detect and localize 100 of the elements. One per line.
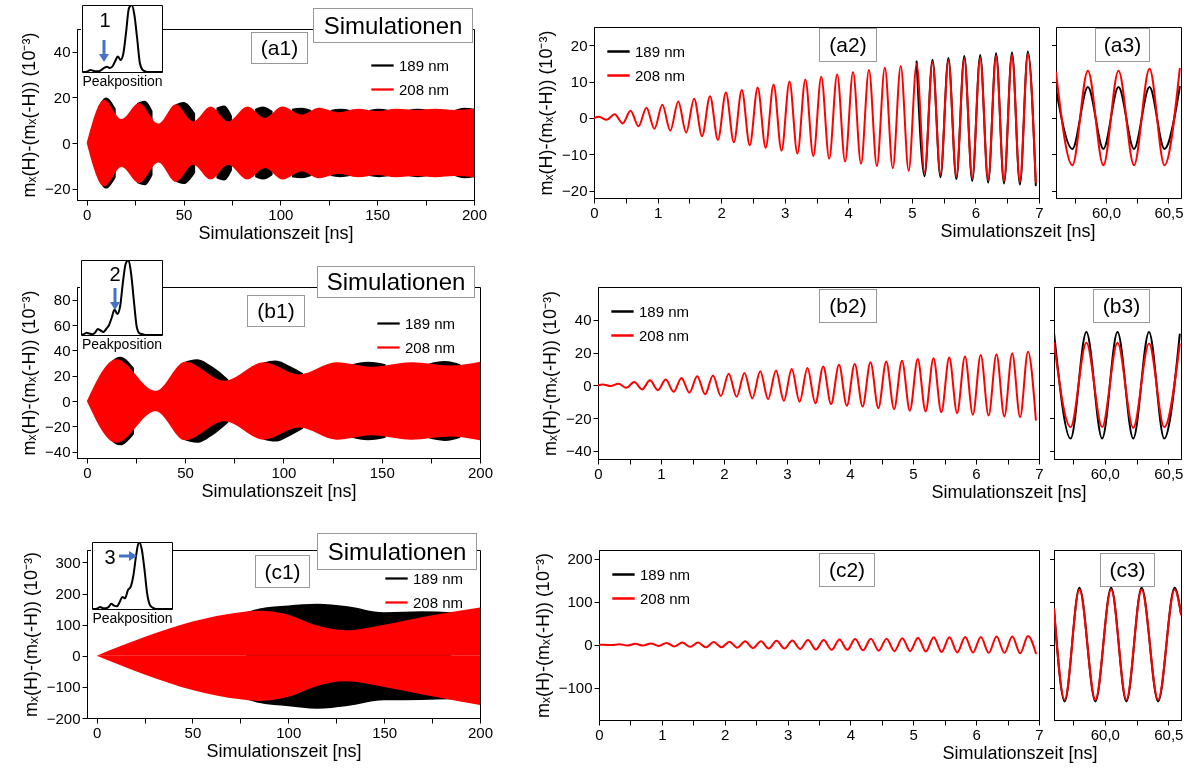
y-tick-label: −10 <box>562 145 588 163</box>
y-tick-label: 200 <box>55 585 81 603</box>
x-tick-label: 3 <box>783 464 792 482</box>
legend-label: 189 nm <box>639 302 690 320</box>
legend-label: 208 nm <box>399 80 450 98</box>
x-axis-title: Simulationszeit [ns] <box>931 481 1087 502</box>
x-tick-label: 1 <box>658 725 667 743</box>
x-axis-title: Simulationszeit [ns] <box>198 222 354 243</box>
x-tick-label: 2 <box>721 725 730 743</box>
x-tick-label: 50 <box>184 723 202 741</box>
legend-label: 208 nm <box>640 589 691 607</box>
y-tick-label: 60 <box>53 316 71 334</box>
x-tick-label: 100 <box>276 723 302 741</box>
x-tick-label: 60,0 <box>1090 725 1120 743</box>
x-tick-label: 5 <box>908 203 917 221</box>
annotation: 3 <box>103 545 117 569</box>
x-tick-label: 100 <box>271 463 297 481</box>
x-tick-label: 6 <box>971 203 981 221</box>
y-tick-label: 40 <box>53 43 71 61</box>
legend-label: 189 nm <box>399 56 450 74</box>
y-tick-label: 200 <box>567 550 593 568</box>
legend-label: 189 nm <box>635 42 686 60</box>
y-tick-label: −20 <box>45 180 71 198</box>
y-tick-label: 20 <box>53 367 71 385</box>
x-tick-label: 7 <box>1035 464 1044 482</box>
x-tick-label: 60,5 <box>1154 464 1184 482</box>
y-tick-label: 100 <box>567 593 593 611</box>
y-tick-label: −20 <box>566 409 592 427</box>
x-tick-label: 200 <box>467 723 494 741</box>
annotation: Simulationen <box>317 266 475 298</box>
x-axis-title: Simulationszeit [ns] <box>940 220 1096 241</box>
x-tick-label: 3 <box>781 203 790 221</box>
x-tick-label: 2 <box>720 464 729 482</box>
legend-label: 189 nm <box>405 314 456 332</box>
annotation: (c3) <box>1100 553 1155 587</box>
y-tick-label: 0 <box>579 109 588 127</box>
x-axis-title: Simulationszeit [ns] <box>201 480 357 501</box>
y-axis-title: mₓ(H)-(mₓ(-H)) (10⁻³) <box>19 290 40 456</box>
annotation: (b2) <box>819 289 877 323</box>
x-tick-label: 4 <box>846 464 855 482</box>
annotation: 2 <box>108 262 122 286</box>
annotation: Simulationen <box>313 8 473 43</box>
y-tick-label: 40 <box>574 311 592 329</box>
x-tick-label: 150 <box>372 723 398 741</box>
y-tick-label: 0 <box>62 392 71 410</box>
x-tick-label: 0 <box>83 463 92 481</box>
y-tick-label: −100 <box>46 678 81 696</box>
annotation: (a3) <box>1095 28 1150 62</box>
x-tick-label: 50 <box>175 205 193 223</box>
y-tick-label: −20 <box>562 182 588 200</box>
annotation: (a2) <box>819 28 877 62</box>
y-tick-label: −200 <box>46 709 81 727</box>
y-tick-label: 10 <box>570 73 588 91</box>
x-axis-title: Simulationszeit [ns] <box>942 742 1098 763</box>
x-axis-title: Peakposition <box>92 609 173 626</box>
y-tick-label: 0 <box>584 636 593 654</box>
y-tick-label: 300 <box>55 553 81 571</box>
y-axis-title: mₓ(H)-(mₓ(-H)) (10⁻³) <box>19 32 40 198</box>
y-tick-label: 0 <box>62 134 71 152</box>
legend-label: 208 nm <box>639 326 690 344</box>
legend-label: 208 nm <box>635 66 686 84</box>
annotation: (a1) <box>251 32 308 64</box>
y-axis-title: mₓ(H)-(mₓ(-H)) (10⁻³) <box>532 553 553 718</box>
legend-label: 208 nm <box>413 593 464 611</box>
x-tick-label: 0 <box>83 205 92 223</box>
x-tick-label: 50 <box>177 463 194 481</box>
annotation: (b1) <box>247 295 305 327</box>
x-tick-label: 0 <box>92 723 102 741</box>
y-tick-label: 100 <box>55 616 81 634</box>
x-tick-label: 100 <box>268 205 294 223</box>
x-tick-label: 1 <box>657 464 666 482</box>
x-tick-label: 60,5 <box>1154 203 1184 221</box>
y-tick-label: −20 <box>45 417 71 435</box>
annotation: 1 <box>98 8 112 32</box>
y-axis-title: mₓ(H)-(mₓ(-H)) (10⁻³) <box>20 552 41 717</box>
x-tick-label: 5 <box>909 725 918 743</box>
y-tick-label: −40 <box>45 443 71 461</box>
x-tick-label: 3 <box>783 725 793 743</box>
y-tick-label: 80 <box>53 291 71 309</box>
x-tick-label: 1 <box>653 203 663 221</box>
x-tick-label: 4 <box>844 203 853 221</box>
annotation: (c2) <box>819 553 875 587</box>
x-tick-label: 4 <box>846 725 856 743</box>
annotation: Simulationen <box>317 533 477 570</box>
y-tick-label: 40 <box>53 341 71 359</box>
x-tick-label: 200 <box>467 463 494 481</box>
x-tick-label: 150 <box>365 205 391 223</box>
y-tick-label: 20 <box>570 36 588 54</box>
y-axis-title: mₓ(H)-(mₓ(-H)) (10⁻³) <box>536 30 557 196</box>
x-tick-label: 7 <box>1035 725 1044 743</box>
legend-label: 189 nm <box>640 565 691 583</box>
y-tick-label: −40 <box>566 442 592 460</box>
x-tick-label: 6 <box>972 725 981 743</box>
x-tick-label: 2 <box>717 203 726 221</box>
x-axis-title: Peakposition <box>82 72 163 89</box>
x-tick-label: 60,0 <box>1090 464 1120 482</box>
y-tick-label: 20 <box>574 344 592 362</box>
y-tick-label: −100 <box>558 679 593 697</box>
annotation: (b3) <box>1093 289 1150 323</box>
x-axis-title: Simulationszeit [ns] <box>206 740 362 761</box>
